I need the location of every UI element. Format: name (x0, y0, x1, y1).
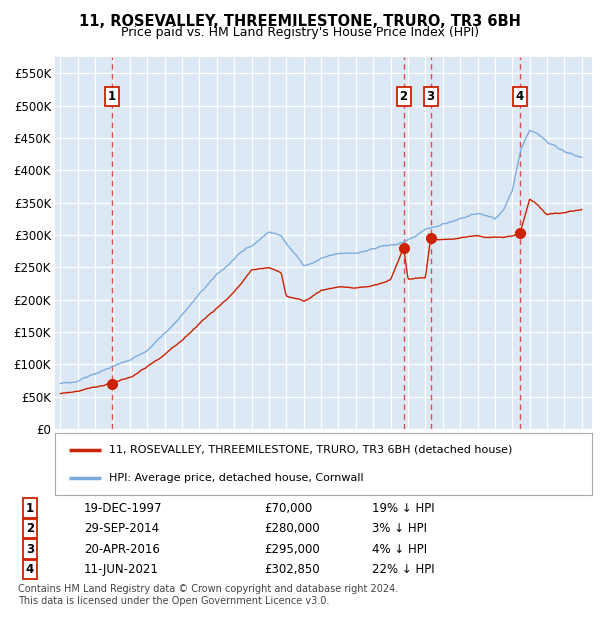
Text: £295,000: £295,000 (264, 542, 320, 556)
Text: 3: 3 (26, 542, 34, 556)
Text: £302,850: £302,850 (264, 563, 320, 576)
Text: 2: 2 (26, 522, 34, 535)
Text: Price paid vs. HM Land Registry's House Price Index (HPI): Price paid vs. HM Land Registry's House … (121, 26, 479, 39)
Text: 2: 2 (400, 90, 408, 102)
Text: 29-SEP-2014: 29-SEP-2014 (84, 522, 159, 535)
Text: 22% ↓ HPI: 22% ↓ HPI (372, 563, 434, 576)
Text: 20-APR-2016: 20-APR-2016 (84, 542, 160, 556)
Text: 1: 1 (26, 502, 34, 515)
Text: 11, ROSEVALLEY, THREEMILESTONE, TRURO, TR3 6BH: 11, ROSEVALLEY, THREEMILESTONE, TRURO, T… (79, 14, 521, 29)
Text: 19% ↓ HPI: 19% ↓ HPI (372, 502, 434, 515)
Text: 4: 4 (26, 563, 34, 576)
Text: 3% ↓ HPI: 3% ↓ HPI (372, 522, 427, 535)
Text: £70,000: £70,000 (264, 502, 312, 515)
Text: 3: 3 (427, 90, 434, 102)
Text: 4: 4 (516, 90, 524, 102)
Text: 11-JUN-2021: 11-JUN-2021 (84, 563, 159, 576)
Text: This data is licensed under the Open Government Licence v3.0.: This data is licensed under the Open Gov… (18, 596, 329, 606)
Text: 4% ↓ HPI: 4% ↓ HPI (372, 542, 427, 556)
Text: 11, ROSEVALLEY, THREEMILESTONE, TRURO, TR3 6BH (detached house): 11, ROSEVALLEY, THREEMILESTONE, TRURO, T… (109, 445, 512, 454)
Text: HPI: Average price, detached house, Cornwall: HPI: Average price, detached house, Corn… (109, 473, 364, 483)
Text: Contains HM Land Registry data © Crown copyright and database right 2024.: Contains HM Land Registry data © Crown c… (18, 584, 398, 594)
Text: 1: 1 (108, 90, 116, 102)
Text: £280,000: £280,000 (264, 522, 320, 535)
Text: 19-DEC-1997: 19-DEC-1997 (84, 502, 163, 515)
